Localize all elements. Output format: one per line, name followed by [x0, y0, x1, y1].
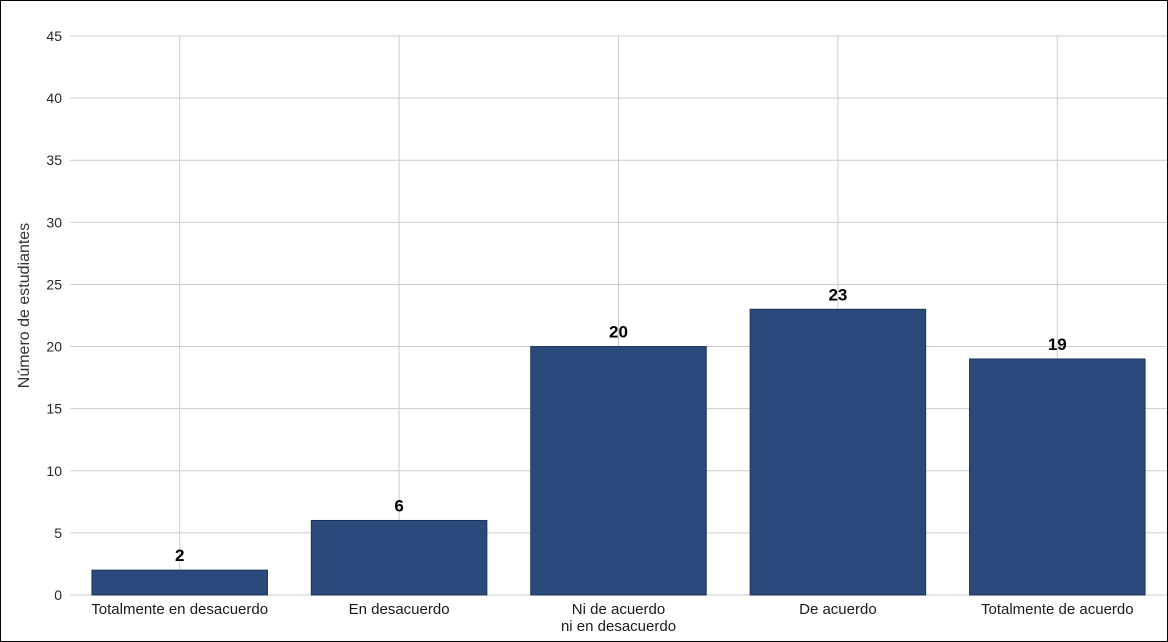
y-tick-label: 0 — [54, 587, 62, 603]
y-tick-label: 35 — [46, 152, 62, 168]
y-tick-label: 40 — [46, 90, 62, 106]
y-axis-label: Número de estudiantes — [16, 223, 33, 388]
y-tick-label: 5 — [54, 525, 62, 541]
y-tick-labels: 0 5 10 15 20 25 30 35 40 45 — [46, 28, 62, 603]
y-tick-label: 20 — [46, 339, 62, 355]
bars — [91, 308, 1146, 596]
bar-value-label: 23 — [828, 285, 847, 304]
x-tick-label: ni en desacuerdo — [561, 618, 676, 635]
x-tick-label: Totalmente en desacuerdo — [91, 601, 268, 618]
bar — [969, 358, 1146, 596]
y-tick-label: 30 — [46, 214, 62, 230]
x-tick-label: En desacuerdo — [349, 601, 450, 618]
y-tick-label: 25 — [46, 276, 62, 292]
bar — [530, 346, 707, 596]
x-tick-label: De acuerdo — [799, 601, 877, 618]
bar-value-label: 6 — [394, 496, 403, 515]
bar — [91, 569, 268, 596]
bar — [749, 308, 927, 596]
x-tick-labels: Totalmente en desacuerdo En desacuerdo Ni … — [91, 601, 1133, 635]
x-tick-label: Ni de acuerdo — [572, 601, 665, 618]
bar-value-label: 19 — [1048, 335, 1067, 354]
y-tick-label: 15 — [46, 401, 62, 417]
bar — [310, 519, 488, 596]
bar-value-label: 2 — [175, 546, 184, 565]
y-tick-label: 10 — [46, 463, 62, 479]
x-tick-label: Totalmente de acuerdo — [981, 601, 1134, 618]
y-tick-label: 45 — [46, 28, 62, 44]
data-labels: 2 6 20 23 19 — [175, 285, 1067, 565]
bar-value-label: 20 — [609, 323, 628, 342]
